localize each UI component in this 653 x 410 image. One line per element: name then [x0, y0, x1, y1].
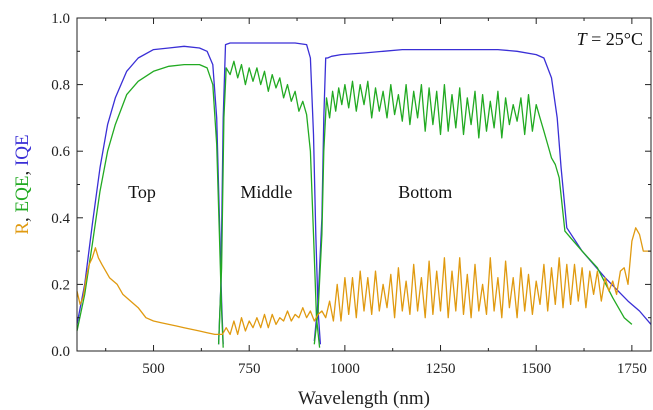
temperature-symbol: T [577, 29, 589, 49]
y-tick-label: 0.6 [51, 144, 70, 160]
y-tick-label: 0.8 [51, 78, 70, 94]
y-axis-title-part: IQE [12, 134, 33, 166]
series-line-eqe-1 [217, 60, 321, 348]
region-label: Top [128, 182, 156, 202]
x-axis-title: Wavelength (nm) [298, 388, 430, 409]
y-tick-label: 0.2 [51, 277, 70, 293]
y-axis-title-part: R [12, 222, 33, 235]
series-line-iqe-0 [76, 45, 224, 345]
y-axis-title-part: , [12, 166, 33, 176]
series-line-eqe-0 [76, 63, 224, 348]
y-tick-label: 1.0 [51, 11, 70, 27]
y-tick-label: 0.0 [51, 344, 70, 360]
x-tick-label: 1250 [426, 361, 456, 377]
x-tick-label: 1500 [521, 361, 551, 377]
axis-ticks: 500 750 1000 1250 1500 1750 0.0 0.2 0.4 0.6 0.8 1.0 [51, 11, 651, 377]
annotations: Top Middle Bottom [128, 182, 452, 202]
x-tick-label: 1750 [617, 361, 647, 377]
x-tick-label: 1000 [330, 361, 360, 377]
y-tick-label: 0.4 [51, 211, 70, 227]
x-tick-label: 750 [238, 361, 261, 377]
series-line-eqe-2 [313, 80, 633, 345]
series-line-iqe-1 [217, 42, 322, 345]
region-label: Bottom [398, 182, 452, 202]
y-axis-title: R, EQE, IQE [12, 134, 33, 234]
x-tick-label: 500 [142, 361, 165, 377]
temperature-label: T = 25°C [577, 29, 643, 49]
y-axis-title-part: EQE [12, 176, 33, 213]
series-line-iqe-2 [313, 48, 652, 342]
temperature-value: = 25°C [587, 29, 643, 49]
series-lines [76, 42, 652, 348]
series-line-r-0 [76, 227, 651, 336]
region-label: Middle [240, 182, 292, 202]
y-axis-title-part: , [12, 212, 33, 222]
